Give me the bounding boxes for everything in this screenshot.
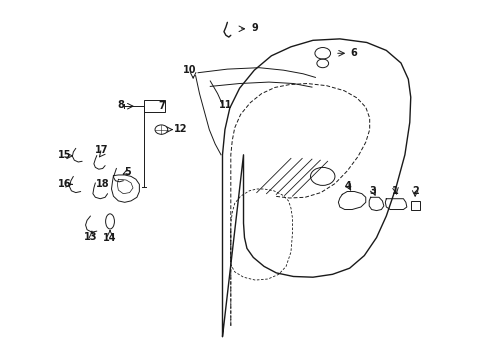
Text: 11: 11 (219, 100, 232, 110)
Text: 4: 4 (344, 181, 351, 192)
Bar (410, 201, 419, 210)
Text: 3: 3 (368, 186, 375, 196)
Text: 16: 16 (58, 179, 71, 189)
Text: 17: 17 (95, 145, 108, 156)
Text: 10: 10 (183, 65, 196, 75)
Text: 14: 14 (103, 233, 117, 243)
Text: 5: 5 (123, 167, 130, 177)
Bar (144, 100, 164, 112)
Text: 9: 9 (251, 23, 258, 33)
Text: 7: 7 (158, 101, 164, 111)
Text: 18: 18 (96, 179, 109, 189)
Text: 1: 1 (391, 186, 398, 196)
Text: 12: 12 (174, 124, 187, 134)
Text: 13: 13 (83, 232, 97, 242)
Text: 2: 2 (411, 186, 418, 196)
Text: 6: 6 (350, 48, 357, 58)
Text: 8: 8 (118, 100, 124, 110)
Text: 15: 15 (58, 150, 71, 160)
